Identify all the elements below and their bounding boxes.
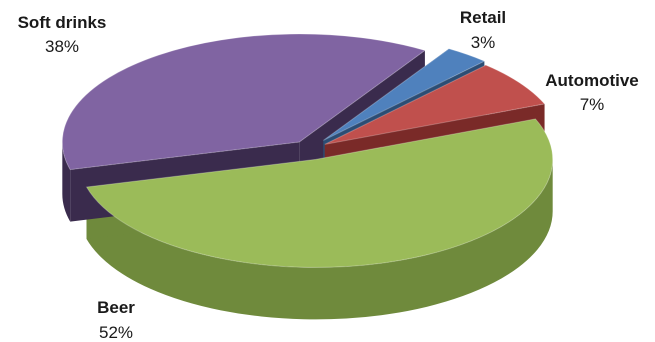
slice-label-beer: Beer: [97, 298, 135, 317]
slice-soft-drinks: [61, 33, 427, 171]
slice-percent-soft-drinks: 38%: [45, 37, 79, 56]
slice-side-beer: [86, 159, 553, 320]
slice-retail: [323, 48, 486, 141]
pie-tops: [61, 33, 554, 268]
slice-percent-beer: 52%: [99, 323, 133, 342]
slice-beer: [85, 118, 554, 268]
slice-percent-automotive: 7%: [580, 95, 605, 114]
slice-automotive: [324, 64, 546, 145]
slice-label-automotive: Automotive: [545, 71, 639, 90]
slice-side-soft-drinks: [62, 142, 71, 222]
slice-label-retail: Retail: [460, 8, 506, 27]
slice-label-soft-drinks: Soft drinks: [18, 13, 107, 32]
slice-percent-retail: 3%: [471, 33, 496, 52]
